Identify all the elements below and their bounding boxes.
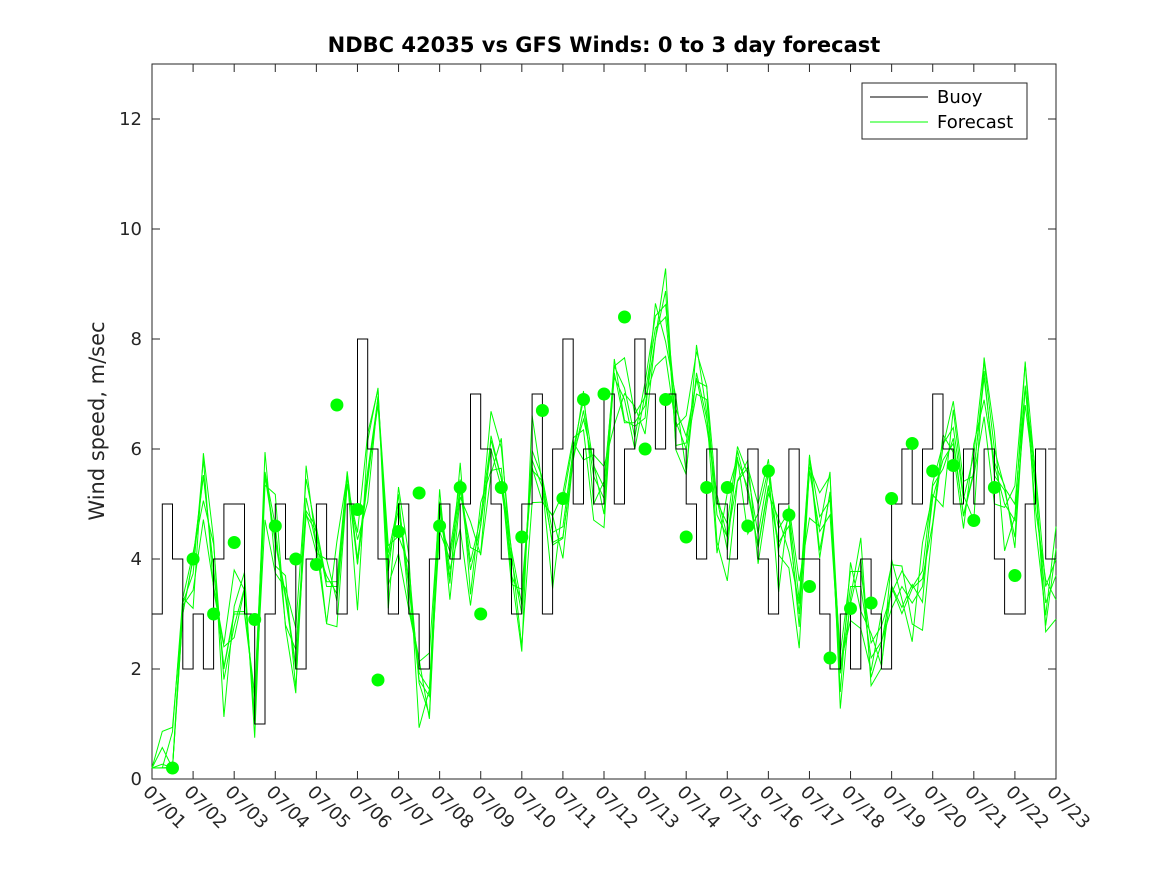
forecast-marker: [1008, 569, 1022, 582]
forecast-marker: [412, 486, 426, 500]
forecast-marker: [289, 552, 303, 566]
forecast-marker: [761, 464, 775, 478]
forecast-marker: [248, 613, 262, 626]
forecast-marker: [926, 464, 940, 478]
forecast-marker: [166, 761, 179, 775]
forecast-marker: [844, 602, 857, 615]
legend-buoy-label: Buoy: [937, 87, 983, 108]
y-tick-label: 2: [131, 659, 142, 680]
forecast-marker: [577, 393, 590, 406]
forecast-marker: [987, 481, 1001, 494]
y-tick-label: 10: [119, 219, 142, 240]
buoy-line: [152, 338, 1056, 725]
forecast-marker: [803, 580, 816, 593]
legend-forecast-label: Forecast: [937, 112, 1013, 133]
forecast-marker: [351, 503, 364, 516]
y-tick-label: 4: [131, 549, 142, 570]
forecast-marker: [309, 558, 323, 571]
forecast-marker: [905, 437, 919, 450]
forecast-marker: [679, 530, 693, 544]
forecast-marker: [330, 398, 344, 412]
forecast-marker: [453, 481, 467, 494]
forecast-marker: [823, 651, 837, 665]
forecast-marker: [864, 596, 878, 610]
forecast-marker: [885, 492, 899, 505]
forecast-marker: [967, 514, 981, 527]
forecast-marker: [556, 492, 570, 505]
forecast-marker: [371, 673, 385, 687]
y-tick-label: 8: [131, 329, 142, 350]
series-layer: [151, 268, 1057, 775]
forecast-marker: [782, 508, 796, 522]
forecast-marker: [597, 387, 611, 401]
forecast-marker: [227, 536, 241, 549]
forecast-marker: [474, 607, 488, 621]
y-axis-label: Wind speed, m/sec: [85, 321, 109, 520]
y-tick-label: 0: [131, 769, 142, 790]
legend: Buoy Forecast: [861, 82, 1028, 140]
forecast-marker: [392, 525, 405, 538]
forecast-marker: [700, 481, 714, 494]
forecast-marker: [207, 607, 221, 621]
forecast-marker: [720, 481, 734, 494]
forecast-line: [151, 351, 1057, 769]
forecast-marker: [268, 519, 282, 533]
legend-box: [861, 82, 1028, 140]
forecast-marker: [186, 552, 200, 566]
forecast-marker: [535, 404, 549, 417]
chart-title: NDBC 42035 vs GFS Winds: 0 to 3 day fore…: [328, 33, 881, 57]
forecast-marker: [433, 519, 447, 533]
y-tick-label: 12: [119, 109, 142, 130]
forecast-marker: [515, 530, 529, 544]
y-tick-label: 6: [131, 439, 142, 460]
forecast-marker: [946, 459, 960, 472]
forecast-marker: [659, 393, 673, 406]
y-axis-ticks: 0 2 4 6 8 10 12: [119, 109, 1056, 790]
forecast-marker: [638, 442, 652, 456]
forecast-marker: [618, 310, 631, 324]
forecast-marker: [741, 519, 755, 533]
forecast-marker: [494, 481, 508, 494]
